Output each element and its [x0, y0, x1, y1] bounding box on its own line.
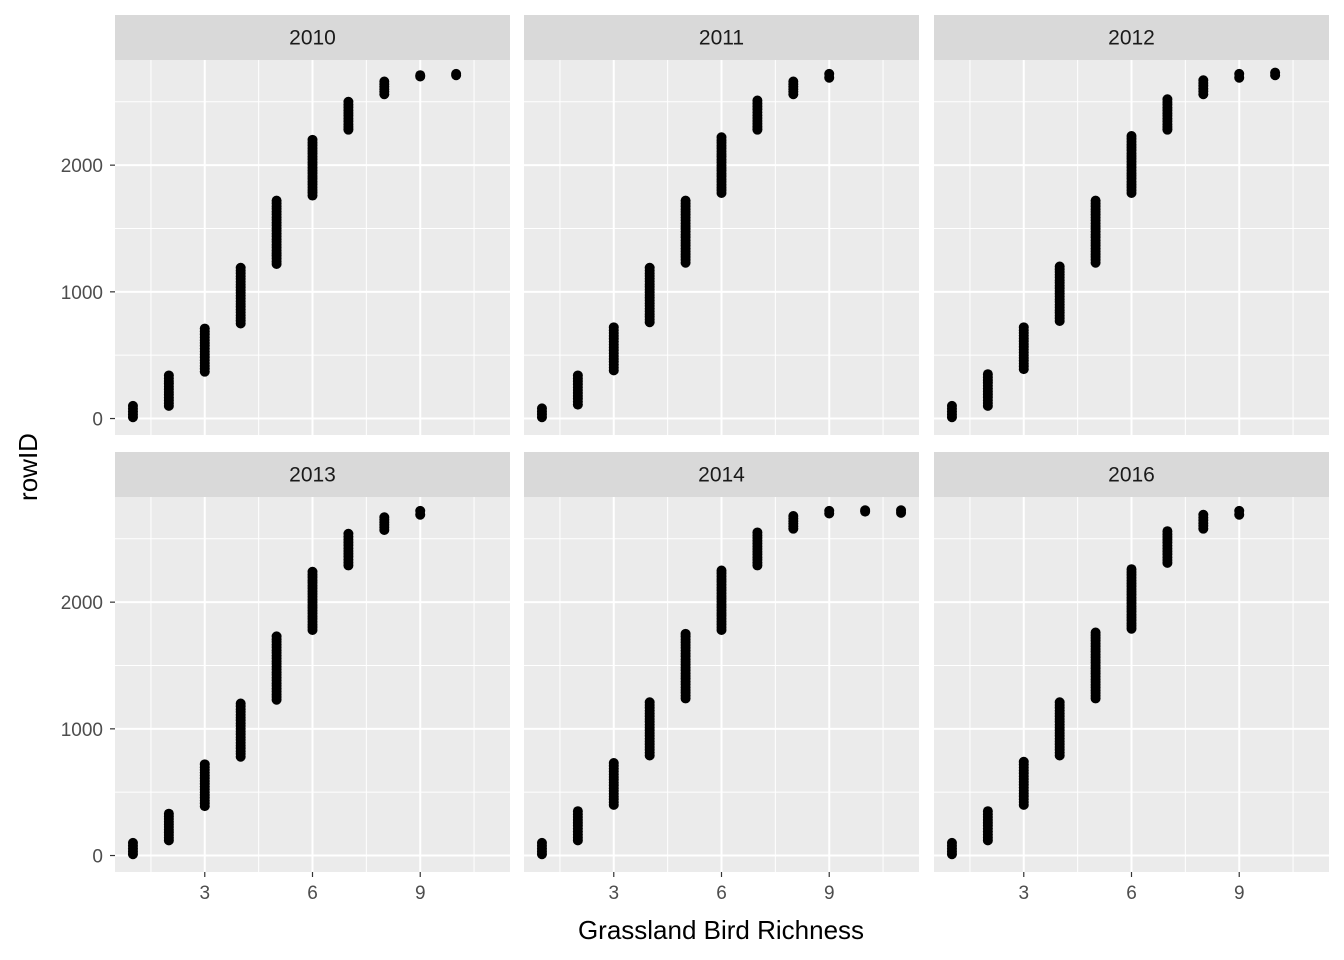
data-point	[752, 95, 763, 106]
data-point	[271, 631, 282, 642]
x-tick-label: 9	[1234, 883, 1245, 904]
data-point	[982, 806, 993, 817]
x-tick-label: 6	[1126, 883, 1137, 904]
facet-strip	[524, 452, 919, 497]
y-tick-label: 2000	[61, 156, 103, 177]
data-point	[982, 369, 993, 380]
x-tick-label: 6	[307, 883, 318, 904]
y-axis-title: rowID	[13, 433, 43, 501]
data-point	[716, 132, 727, 143]
data-point	[127, 400, 138, 411]
data-point	[379, 76, 390, 87]
data-point	[1126, 131, 1137, 142]
data-point	[1198, 75, 1209, 86]
data-point	[752, 527, 763, 538]
facet-strip-label: 2016	[1108, 464, 1155, 487]
x-tick-label: 6	[716, 883, 727, 904]
data-point	[163, 808, 174, 819]
data-point	[824, 68, 835, 79]
facet-panel-2013: 2013 0 1000 2000 3 6 9	[61, 452, 510, 904]
data-point	[1234, 68, 1245, 79]
data-point	[608, 758, 619, 769]
data-point	[1090, 195, 1101, 206]
data-point	[235, 262, 246, 273]
data-point	[716, 565, 727, 576]
data-point	[788, 511, 799, 522]
y-tick-label: 1000	[61, 720, 103, 741]
data-point	[680, 195, 691, 206]
facet-panel-2016: 2016 3 6 9	[934, 452, 1329, 904]
facet-panel-2011: 2011	[524, 15, 919, 435]
data-point	[271, 195, 282, 206]
data-point	[199, 323, 210, 334]
facet-strip-label: 2014	[698, 464, 745, 487]
data-point	[343, 528, 354, 539]
data-point	[1162, 526, 1173, 537]
data-point	[608, 322, 619, 333]
y-tick-label: 2000	[61, 593, 103, 614]
x-axis-title: Grassland Bird Richness	[578, 915, 864, 945]
data-point	[860, 505, 871, 516]
data-point	[343, 96, 354, 107]
y-tick-label: 0	[92, 410, 103, 431]
x-tick-label: 9	[415, 883, 426, 904]
y-tick-label: 1000	[61, 283, 103, 304]
facet-strip-label: 2010	[289, 27, 336, 50]
x-tick-label: 9	[824, 883, 835, 904]
data-point	[379, 512, 390, 523]
facet-strip-label: 2013	[289, 464, 336, 487]
x-tick-label: 3	[1018, 883, 1029, 904]
data-point	[163, 370, 174, 381]
facet-strip	[934, 15, 1329, 60]
data-point	[572, 806, 583, 817]
data-point	[824, 505, 835, 516]
data-point	[680, 628, 691, 639]
data-point	[644, 697, 655, 708]
facet-strip	[115, 15, 510, 60]
data-point	[1126, 564, 1137, 575]
data-point	[536, 403, 547, 414]
data-point	[1054, 697, 1065, 708]
data-point	[235, 698, 246, 709]
data-point	[199, 759, 210, 770]
data-point	[415, 70, 426, 81]
facet-panel-2014: 2014 3 6 9	[524, 452, 919, 904]
data-point	[1270, 67, 1281, 78]
facet-panel-2010: 2010 0 1000 2000	[61, 15, 510, 435]
data-point	[536, 837, 547, 848]
data-point	[1198, 509, 1209, 520]
data-point	[307, 134, 318, 145]
data-point	[307, 566, 318, 577]
data-point	[1018, 322, 1029, 333]
data-point	[1234, 505, 1245, 516]
data-point	[1090, 627, 1101, 638]
facet-strip-label: 2011	[699, 27, 744, 50]
data-point	[946, 400, 957, 411]
data-point	[644, 262, 655, 273]
data-point	[127, 837, 138, 848]
data-point	[1162, 94, 1173, 105]
data-point	[415, 505, 426, 516]
facet-strip	[115, 452, 510, 497]
data-point	[946, 837, 957, 848]
facet-panel-2012: 2012	[934, 15, 1329, 435]
x-tick-label: 3	[199, 883, 210, 904]
x-tick-label: 3	[608, 883, 619, 904]
data-point	[1018, 756, 1029, 767]
data-point	[572, 370, 583, 381]
data-point	[451, 68, 462, 79]
data-point	[788, 76, 799, 87]
facet-strip-label: 2012	[1108, 27, 1155, 50]
y-tick-label: 0	[92, 847, 103, 868]
facet-strip	[934, 452, 1329, 497]
data-point	[1054, 261, 1065, 272]
data-point	[896, 505, 907, 516]
facet-strip	[524, 15, 919, 60]
